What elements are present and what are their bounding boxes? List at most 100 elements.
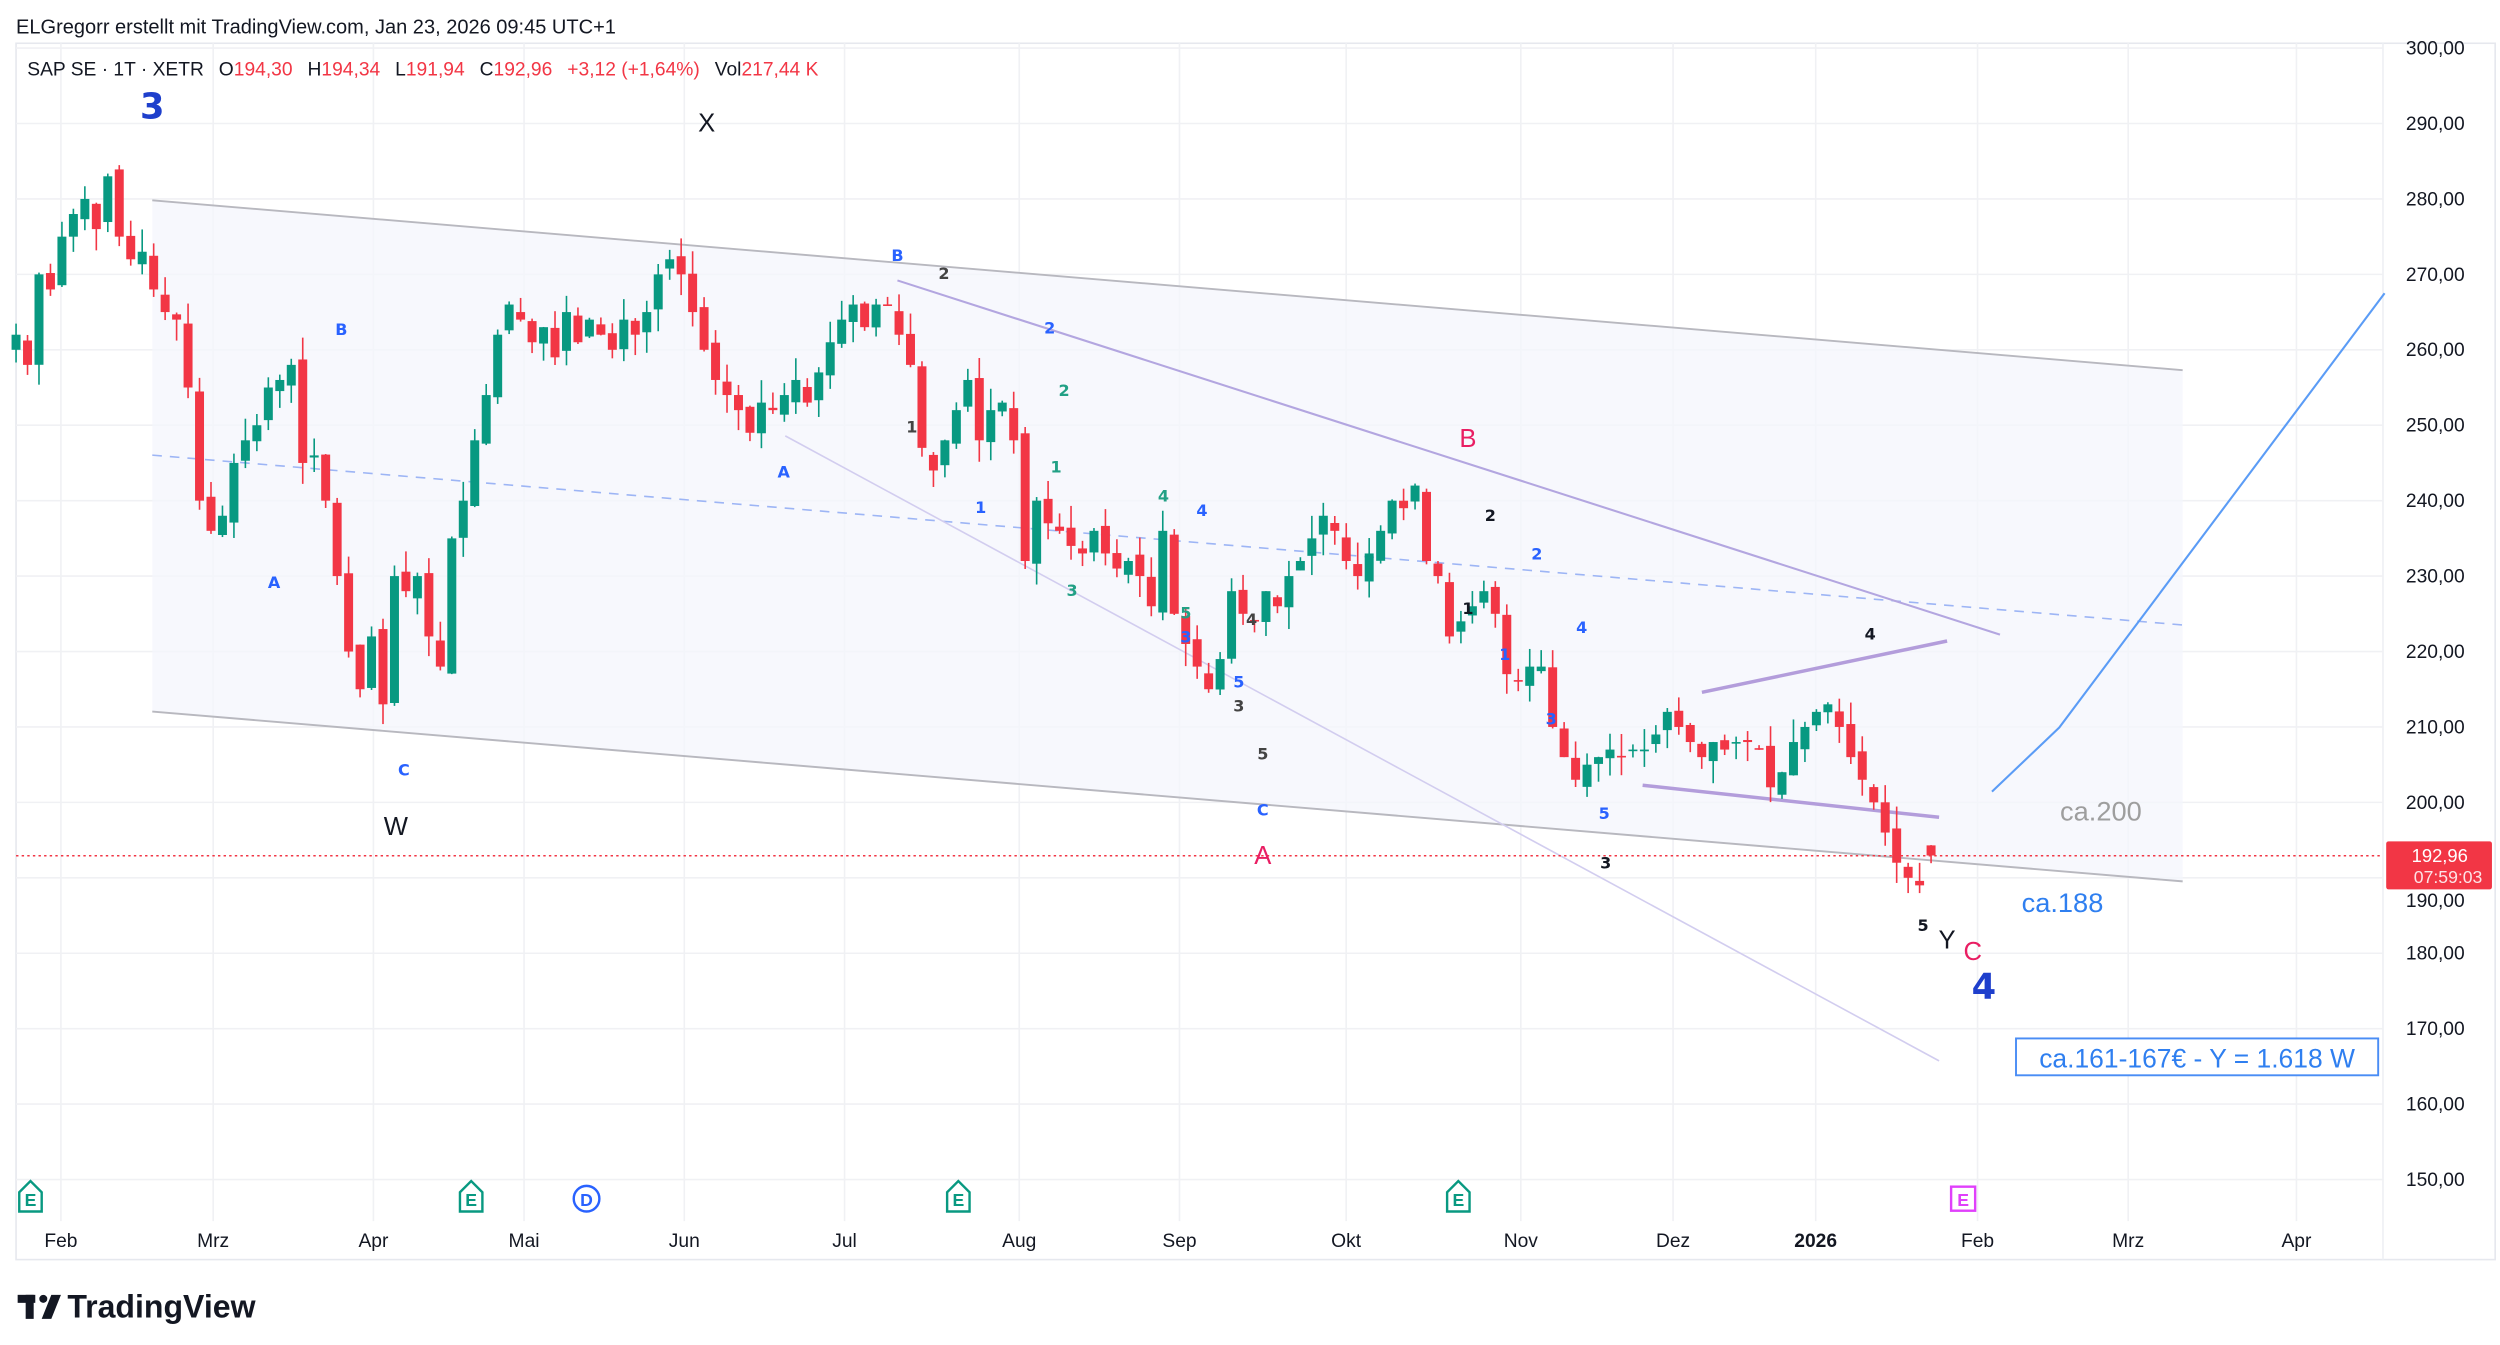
candle bbox=[940, 439, 950, 478]
candle bbox=[1467, 591, 1477, 624]
earnings-marker-icon[interactable]: E bbox=[458, 1179, 484, 1213]
candle bbox=[1685, 722, 1695, 753]
candle bbox=[584, 317, 594, 339]
candle bbox=[561, 295, 571, 366]
candle bbox=[1158, 510, 1168, 621]
y-tick-label: 270,00 bbox=[2406, 265, 2465, 286]
candle-body bbox=[722, 381, 732, 396]
candle-body bbox=[986, 410, 996, 443]
candle bbox=[848, 295, 858, 343]
candle-body bbox=[1490, 586, 1500, 614]
candle-body bbox=[653, 274, 663, 310]
candle bbox=[1318, 502, 1328, 556]
wave-label: B bbox=[891, 246, 903, 265]
candle bbox=[1399, 488, 1409, 521]
candle bbox=[1032, 497, 1042, 585]
candle bbox=[1903, 862, 1913, 894]
candle bbox=[389, 565, 399, 706]
candle bbox=[1364, 538, 1374, 598]
candle-body bbox=[1250, 619, 1259, 622]
candle-body bbox=[779, 395, 789, 415]
earnings-marker-icon[interactable]: E bbox=[945, 1179, 971, 1213]
candle bbox=[630, 318, 640, 356]
wave-label: C bbox=[398, 761, 410, 780]
earnings-marker-icon[interactable]: E bbox=[18, 1179, 43, 1213]
candle-body bbox=[1227, 591, 1237, 659]
candle bbox=[928, 452, 938, 487]
candle bbox=[401, 551, 411, 598]
candle bbox=[137, 229, 147, 275]
candle-body bbox=[1410, 485, 1420, 502]
dividend-marker-icon[interactable]: D bbox=[572, 1184, 601, 1213]
y-tick-label: 290,00 bbox=[2406, 114, 2465, 135]
candle bbox=[1410, 483, 1420, 510]
wave-label: 1 bbox=[1462, 599, 1473, 618]
candle-body bbox=[1651, 734, 1661, 745]
low-value: 191,94 bbox=[406, 59, 465, 80]
candle-body bbox=[160, 294, 170, 313]
candle-body bbox=[630, 320, 640, 335]
candle-body bbox=[195, 391, 205, 501]
candle-body bbox=[1857, 751, 1867, 780]
y-tick-label: 230,00 bbox=[2406, 567, 2465, 588]
x-tick-label: Apr bbox=[2281, 1231, 2312, 1252]
candle bbox=[435, 621, 445, 671]
candle bbox=[11, 323, 21, 363]
candle bbox=[1055, 513, 1065, 534]
candle bbox=[378, 618, 388, 725]
candle bbox=[1857, 736, 1867, 796]
candle bbox=[309, 438, 319, 472]
candle-body bbox=[1364, 553, 1374, 582]
candle-body bbox=[1903, 866, 1913, 878]
candle bbox=[1295, 557, 1305, 571]
candle-body bbox=[1834, 711, 1844, 727]
candle-body bbox=[1880, 802, 1890, 833]
candle bbox=[1169, 529, 1179, 615]
candle bbox=[1272, 595, 1282, 614]
candle-body bbox=[642, 312, 652, 333]
candle-body bbox=[172, 314, 182, 320]
candle bbox=[1754, 745, 1764, 750]
candle bbox=[1387, 499, 1397, 540]
candle-body bbox=[1330, 522, 1340, 531]
candle-body bbox=[481, 395, 491, 444]
candle-body bbox=[217, 515, 227, 535]
x-tick-label: Dez bbox=[1656, 1231, 1690, 1252]
candle bbox=[1513, 668, 1523, 692]
y-tick-label: 250,00 bbox=[2406, 416, 2465, 437]
candle-body bbox=[1043, 498, 1053, 524]
wave-x-label: X bbox=[698, 109, 715, 137]
candle-body bbox=[791, 379, 801, 403]
wave-4-label: 4 bbox=[1972, 966, 1997, 1007]
earnings-marker-icon[interactable]: E bbox=[1445, 1179, 1471, 1213]
candle-body bbox=[756, 402, 766, 434]
wave-label: 4 bbox=[1865, 624, 1876, 643]
candle-body bbox=[1135, 554, 1145, 577]
candle bbox=[126, 220, 136, 266]
candle-body bbox=[1766, 745, 1776, 788]
candle bbox=[1020, 427, 1030, 569]
wave-label: 4 bbox=[1196, 501, 1207, 520]
candle bbox=[1456, 610, 1466, 644]
candle bbox=[1376, 525, 1386, 564]
candle-body bbox=[424, 573, 434, 637]
time-axis[interactable]: Feb Mrz Apr Mai Jun Jul Aug Sep Okt Nov Dez 2026 Feb… bbox=[44, 1231, 2312, 1252]
candle-body bbox=[286, 364, 296, 386]
candle-body bbox=[768, 407, 778, 411]
candle-body bbox=[561, 312, 571, 351]
candle bbox=[1330, 515, 1340, 545]
price-axis[interactable]: 300,00 290,00 280,00 270,00 260,00 250,00 240,… bbox=[2406, 38, 2465, 1190]
earnings-marker-icon[interactable]: E bbox=[1949, 1185, 1977, 1212]
candle-body bbox=[252, 425, 262, 442]
candle bbox=[1112, 539, 1122, 578]
candle bbox=[1341, 523, 1351, 570]
candle-body bbox=[676, 256, 686, 275]
candle bbox=[883, 296, 893, 306]
event-marker-label: E bbox=[952, 1190, 964, 1210]
candle-body bbox=[321, 454, 331, 501]
candle bbox=[779, 383, 789, 422]
x-tick-label: Mai bbox=[509, 1231, 540, 1252]
volume-value: 217,44 K bbox=[741, 59, 818, 80]
